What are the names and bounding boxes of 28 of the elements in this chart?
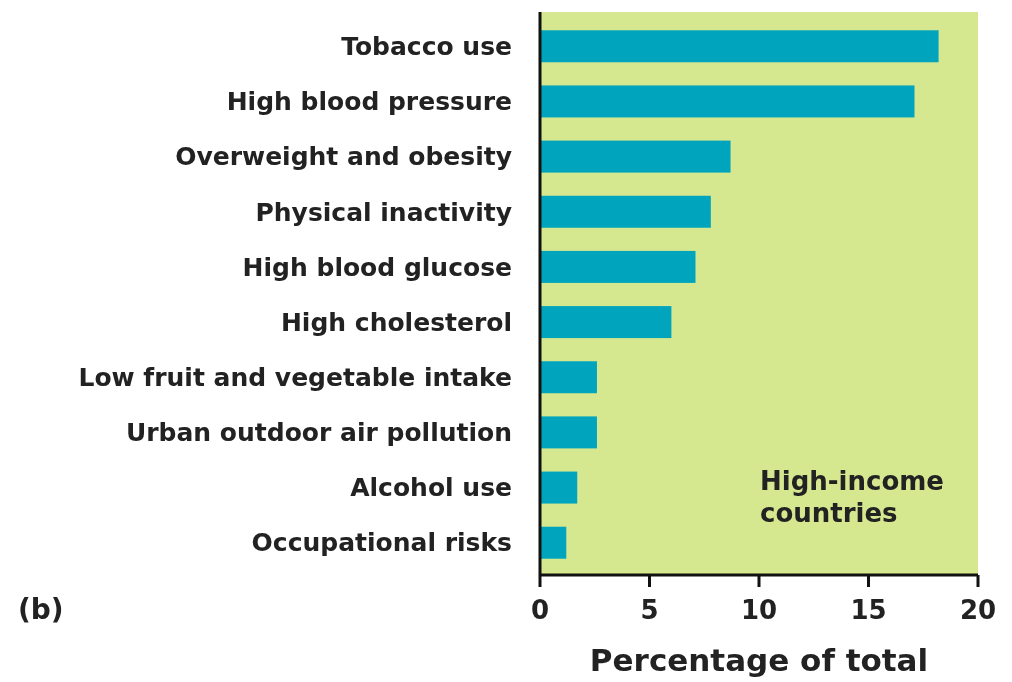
text: (b) — [18, 593, 64, 626]
y-tick-label: Physical inactivity — [255, 197, 512, 227]
x-tick-label: 10 — [740, 595, 778, 625]
y-tick-label: Low fruit and vegetable intake — [78, 362, 512, 392]
bar — [540, 30, 939, 63]
y-tick-label: Tobacco use — [341, 32, 512, 62]
x-tick-label: 5 — [640, 595, 659, 625]
bar — [540, 526, 567, 559]
bar — [540, 361, 597, 394]
y-tick-label: High blood glucose — [242, 252, 512, 282]
x-tick-label: 20 — [959, 595, 997, 625]
y-tick-label: Occupational risks — [251, 528, 512, 558]
bar — [540, 306, 672, 339]
y-tick-label: Urban outdoor air pollution — [125, 418, 512, 448]
y-tick-label: Overweight and obesity — [175, 142, 512, 172]
bar — [540, 140, 731, 173]
bar — [540, 85, 915, 118]
annotation: High-income countries — [760, 466, 945, 528]
y-tick-label: High blood pressure — [226, 87, 512, 117]
bar — [540, 195, 711, 228]
bar — [540, 416, 597, 449]
bar — [540, 471, 578, 504]
x-tick-label: 15 — [850, 595, 887, 625]
x-axis-title: Percentage of total — [589, 642, 929, 678]
x-tick-label: 0 — [530, 595, 550, 625]
bar — [540, 250, 696, 283]
y-tick-label: High cholesterol — [280, 307, 512, 337]
y-tick-label: Alcohol use — [350, 473, 512, 503]
